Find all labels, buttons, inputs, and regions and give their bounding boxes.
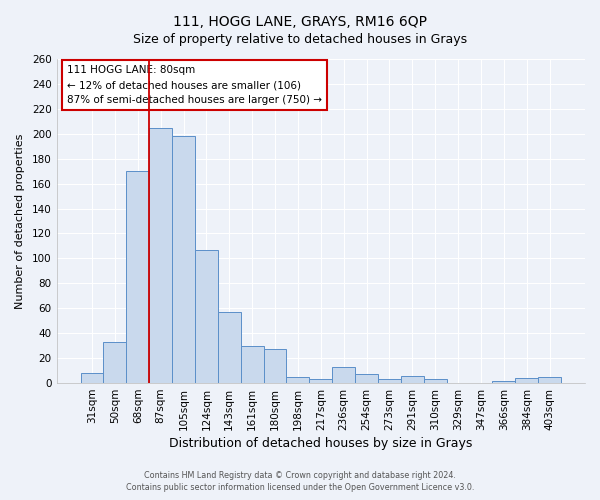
Bar — [424, 380, 446, 383]
Bar — [515, 378, 538, 383]
Bar — [355, 374, 378, 383]
Y-axis label: Number of detached properties: Number of detached properties — [15, 134, 25, 308]
Bar — [241, 346, 263, 383]
Bar — [378, 380, 401, 383]
X-axis label: Distribution of detached houses by size in Grays: Distribution of detached houses by size … — [169, 437, 472, 450]
Bar — [263, 350, 286, 383]
Bar — [127, 171, 149, 383]
Bar — [493, 380, 515, 383]
Bar — [103, 342, 127, 383]
Bar — [286, 377, 310, 383]
Text: 111 HOGG LANE: 80sqm
← 12% of detached houses are smaller (106)
87% of semi-deta: 111 HOGG LANE: 80sqm ← 12% of detached h… — [67, 66, 322, 105]
Bar — [80, 373, 103, 383]
Bar — [149, 128, 172, 383]
Bar — [332, 367, 355, 383]
Text: Contains HM Land Registry data © Crown copyright and database right 2024.
Contai: Contains HM Land Registry data © Crown c… — [126, 471, 474, 492]
Bar — [538, 377, 561, 383]
Text: 111, HOGG LANE, GRAYS, RM16 6QP: 111, HOGG LANE, GRAYS, RM16 6QP — [173, 15, 427, 29]
Bar — [218, 312, 241, 383]
Bar — [172, 136, 195, 383]
Bar — [310, 380, 332, 383]
Bar — [401, 376, 424, 383]
Bar — [195, 250, 218, 383]
Text: Size of property relative to detached houses in Grays: Size of property relative to detached ho… — [133, 32, 467, 46]
